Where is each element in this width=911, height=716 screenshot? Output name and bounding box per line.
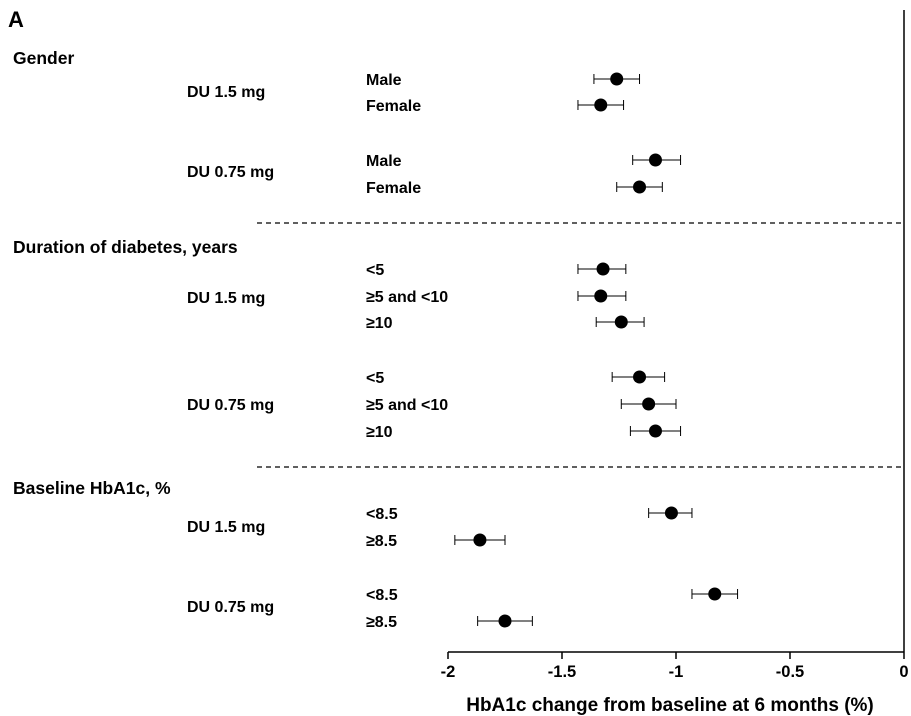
subgroup-label: <5	[366, 370, 384, 387]
point-estimate	[614, 315, 628, 329]
subgroup-label: ≥10	[366, 424, 393, 441]
group-title: Gender	[13, 48, 74, 68]
x-tick-label: -1	[669, 663, 684, 681]
x-tick-label: -0.5	[776, 663, 804, 681]
group-title: Duration of diabetes, years	[13, 237, 238, 257]
point-estimate	[648, 153, 662, 167]
subgroup-label: ≥8.5	[366, 614, 397, 631]
point-estimate	[594, 98, 608, 112]
dose-label: DU 0.75 mg	[187, 397, 274, 414]
subgroup-label: <5	[366, 262, 384, 279]
data-marks	[454, 72, 739, 628]
point-estimate	[664, 506, 678, 520]
group-separators	[257, 222, 904, 468]
subgroup-label: Female	[366, 98, 421, 115]
subgroup-label: Male	[366, 153, 402, 170]
x-axis-label: HbA1c change from baseline at 6 months (…	[466, 695, 874, 716]
x-tick-label: -1.5	[548, 663, 576, 681]
subgroup-label: <8.5	[366, 587, 398, 604]
subgroup-label: ≥10	[366, 315, 393, 332]
group-title: Baseline HbA1c, %	[13, 478, 171, 498]
dose-label: DU 1.5 mg	[187, 290, 265, 307]
point-estimate	[610, 72, 624, 86]
point-estimate	[633, 180, 647, 194]
dose-label: DU 0.75 mg	[187, 164, 274, 181]
subgroup-label: Female	[366, 180, 421, 197]
subgroup-label: ≥8.5	[366, 533, 397, 550]
dose-label: DU 0.75 mg	[187, 599, 274, 616]
dose-label: DU 1.5 mg	[187, 519, 265, 536]
x-axis: -2 -1.5 -1 -0.5 0	[441, 10, 909, 681]
row-labels: Gender DU 1.5 mg Male Female DU 0.75 mg Male F…	[13, 48, 448, 631]
subgroup-label: ≥5 and <10	[366, 397, 448, 414]
dose-label: DU 1.5 mg	[187, 84, 265, 101]
x-tick-label: -2	[441, 663, 456, 681]
subgroup-label: <8.5	[366, 506, 398, 523]
point-estimate	[498, 614, 512, 628]
point-estimate	[633, 370, 647, 384]
point-estimate	[642, 397, 656, 411]
x-tick-label: 0	[899, 663, 908, 681]
point-estimate	[708, 587, 722, 601]
point-estimate	[648, 424, 662, 438]
subgroup-label: ≥5 and <10	[366, 289, 448, 306]
subgroup-label: Male	[366, 72, 402, 89]
point-estimate	[473, 533, 487, 547]
panel-label: A	[8, 7, 24, 32]
point-estimate	[594, 289, 608, 303]
point-estimate	[596, 262, 610, 276]
